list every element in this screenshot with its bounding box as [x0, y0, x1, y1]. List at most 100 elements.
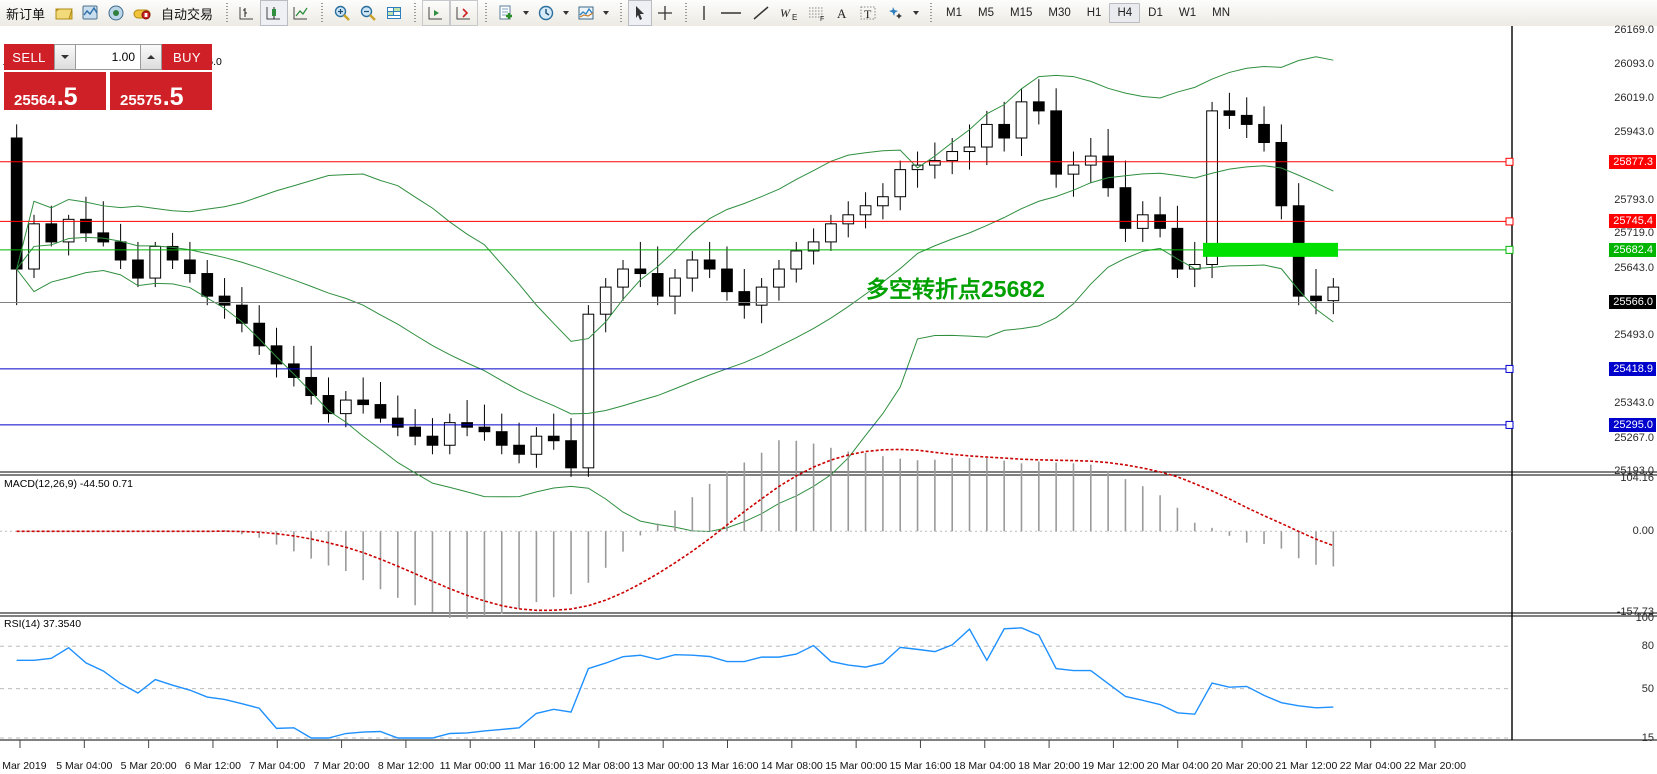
- time-axis-tick: 18 Mar 20:00: [1018, 760, 1081, 772]
- chevron-down-icon[interactable]: [563, 11, 570, 15]
- sell-button[interactable]: SELL: [4, 44, 54, 70]
- volume-stepper[interactable]: 1.00: [54, 44, 162, 70]
- volume-increase-button[interactable]: [140, 44, 162, 70]
- price-level-tag-last-price[interactable]: 25566.0: [1609, 295, 1656, 310]
- crosshair-icon[interactable]: [652, 1, 678, 25]
- toolbar-separator: [617, 3, 625, 23]
- navigator-icon[interactable]: [103, 1, 129, 25]
- autotrading-icon[interactable]: [129, 1, 155, 25]
- time-axis-tick: 8 Mar 12:00: [377, 760, 434, 772]
- time-axis-tick: 19 Mar 12:00: [1082, 760, 1145, 772]
- zoom-in-icon[interactable]: [329, 1, 355, 25]
- chevron-down-icon[interactable]: [913, 11, 920, 15]
- time-axis-tick: 13 Mar 00:00: [632, 760, 695, 772]
- chevron-down-icon[interactable]: [523, 11, 530, 15]
- timeframe-m30[interactable]: M30: [1048, 7, 1071, 19]
- volume-decrease-button[interactable]: [54, 44, 76, 70]
- text-label-icon[interactable]: A: [831, 1, 855, 25]
- bar-chart-icon[interactable]: [234, 1, 260, 25]
- toolbar-separator: [318, 3, 326, 23]
- toolbar-separator: [411, 3, 419, 23]
- svg-text:W: W: [780, 6, 791, 20]
- price-axis-tick: 26093.0: [1614, 58, 1654, 71]
- buy-price-fraction: .5: [162, 82, 184, 111]
- vertical-line-icon[interactable]: [693, 1, 715, 25]
- buy-price-button[interactable]: 25575 .5: [110, 72, 212, 110]
- fibonacci-icon[interactable]: F: [803, 1, 831, 25]
- price-axis-tick: 25193.0: [1614, 465, 1654, 477]
- timeframe-h4[interactable]: H4: [1109, 3, 1141, 23]
- sell-price-button[interactable]: 25564 .5: [4, 72, 106, 110]
- chart-shift-icon[interactable]: [422, 0, 451, 26]
- time-axis-tick: 6 Mar 12:00: [184, 760, 241, 772]
- buy-button[interactable]: BUY: [162, 44, 212, 70]
- objects-icon[interactable]: [881, 1, 909, 25]
- horizontal-line-icon[interactable]: [715, 1, 747, 25]
- trendline-icon[interactable]: [747, 1, 775, 25]
- timeframe-d1[interactable]: D1: [1148, 7, 1163, 19]
- timeframe-m5[interactable]: M5: [978, 7, 994, 19]
- price-axis-tick: 25719.0: [1614, 227, 1654, 240]
- chevron-down-icon: [61, 55, 69, 59]
- open-data-folder-icon[interactable]: [51, 1, 77, 25]
- time-axis-tick: 22 Mar 20:00: [1404, 760, 1466, 772]
- time-axis-tick: 11 Mar 00:00: [439, 760, 501, 772]
- time-axis-tick: 11 Mar 16:00: [503, 760, 566, 772]
- line-chart-icon[interactable]: [288, 1, 314, 25]
- autotrading-label[interactable]: 自动交易: [161, 6, 214, 22]
- auto-scroll-icon[interactable]: [450, 0, 479, 26]
- time-axis-tick: 13 Mar 16:00: [696, 760, 759, 772]
- time-axis-tick: 21 Mar 12:00: [1275, 760, 1338, 772]
- text-box-icon[interactable]: T: [855, 1, 881, 25]
- time-axis-tick: 7 Mar 04:00: [249, 760, 306, 772]
- price-level-tag-pivot[interactable]: 25682.4: [1609, 242, 1656, 257]
- price-axis-tick: 25493.0: [1614, 329, 1654, 342]
- rsi-indicator-label: RSI(14) 37.3540: [4, 618, 82, 630]
- market-watch-icon[interactable]: [77, 1, 103, 25]
- time-axis-tick: 20 Mar 20:00: [1211, 760, 1273, 772]
- timeframe-m1[interactable]: M1: [946, 7, 963, 19]
- svg-text:A: A: [837, 6, 847, 21]
- rsi-axis-tick: 100: [1635, 612, 1654, 624]
- timeframe-mn[interactable]: MN: [1212, 7, 1230, 19]
- new-order-button[interactable]: 新订单: [6, 6, 46, 22]
- data-window-icon[interactable]: [381, 1, 407, 25]
- sell-price-fraction: .5: [56, 82, 78, 111]
- time-axis-tick: 18 Mar 04:00: [953, 760, 1016, 772]
- price-axis-tick: 25643.0: [1614, 261, 1654, 274]
- time-axis-tick: 20 Mar 04:00: [1146, 760, 1209, 772]
- candlestick-chart-icon[interactable]: [260, 0, 289, 26]
- price-level-tag-resistance[interactable]: 25877.3: [1609, 154, 1656, 169]
- timeframe-m15[interactable]: M15: [1010, 7, 1033, 19]
- zoom-out-icon[interactable]: [355, 1, 381, 25]
- time-axis-tick: 12 Mar 08:00: [567, 760, 630, 772]
- macd-axis-tick: 0.00: [1632, 525, 1654, 538]
- svg-text:T: T: [864, 7, 872, 21]
- time-axis-tick: 7 Mar 20:00: [313, 760, 370, 772]
- rsi-axis-tick: 80: [1641, 640, 1654, 653]
- toolbar-separator: [482, 3, 490, 23]
- timeframe-w1[interactable]: W1: [1178, 7, 1197, 19]
- price-level-tag-resistance[interactable]: 25745.4: [1609, 214, 1656, 229]
- period-icon[interactable]: [533, 1, 559, 25]
- price-axis-tick: 26169.0: [1614, 24, 1654, 36]
- templates-icon[interactable]: [493, 1, 519, 25]
- chevron-down-icon[interactable]: [603, 11, 610, 15]
- toolbar-separator: [223, 3, 231, 23]
- chart-annotation-text[interactable]: 多空转折点25682: [866, 276, 1045, 302]
- cursor-icon[interactable]: [628, 0, 653, 26]
- indicators-icon[interactable]: [573, 1, 599, 25]
- chart-canvas: [0, 26, 1657, 748]
- time-axis-tick: 15 Mar 16:00: [889, 760, 952, 772]
- chevron-up-icon: [147, 55, 155, 59]
- toolbar-separator: [682, 3, 690, 23]
- volume-input[interactable]: 1.00: [76, 44, 140, 70]
- one-click-trading-panel[interactable]: SELL 1.00 BUY 25564 .5 25575 .5: [4, 44, 212, 110]
- price-level-tag-support[interactable]: 25418.9: [1609, 361, 1656, 376]
- macd-axis-tick: 104.16: [1620, 472, 1654, 484]
- price-axis-tick: 25267.0: [1614, 431, 1654, 444]
- price-level-tag-support[interactable]: 25295.0: [1609, 417, 1656, 432]
- timeframe-h1[interactable]: H1: [1086, 7, 1102, 19]
- chart-area[interactable]: DJ30-,H4 25533.0 25598.0 25533.0 25566.0…: [0, 24, 1657, 774]
